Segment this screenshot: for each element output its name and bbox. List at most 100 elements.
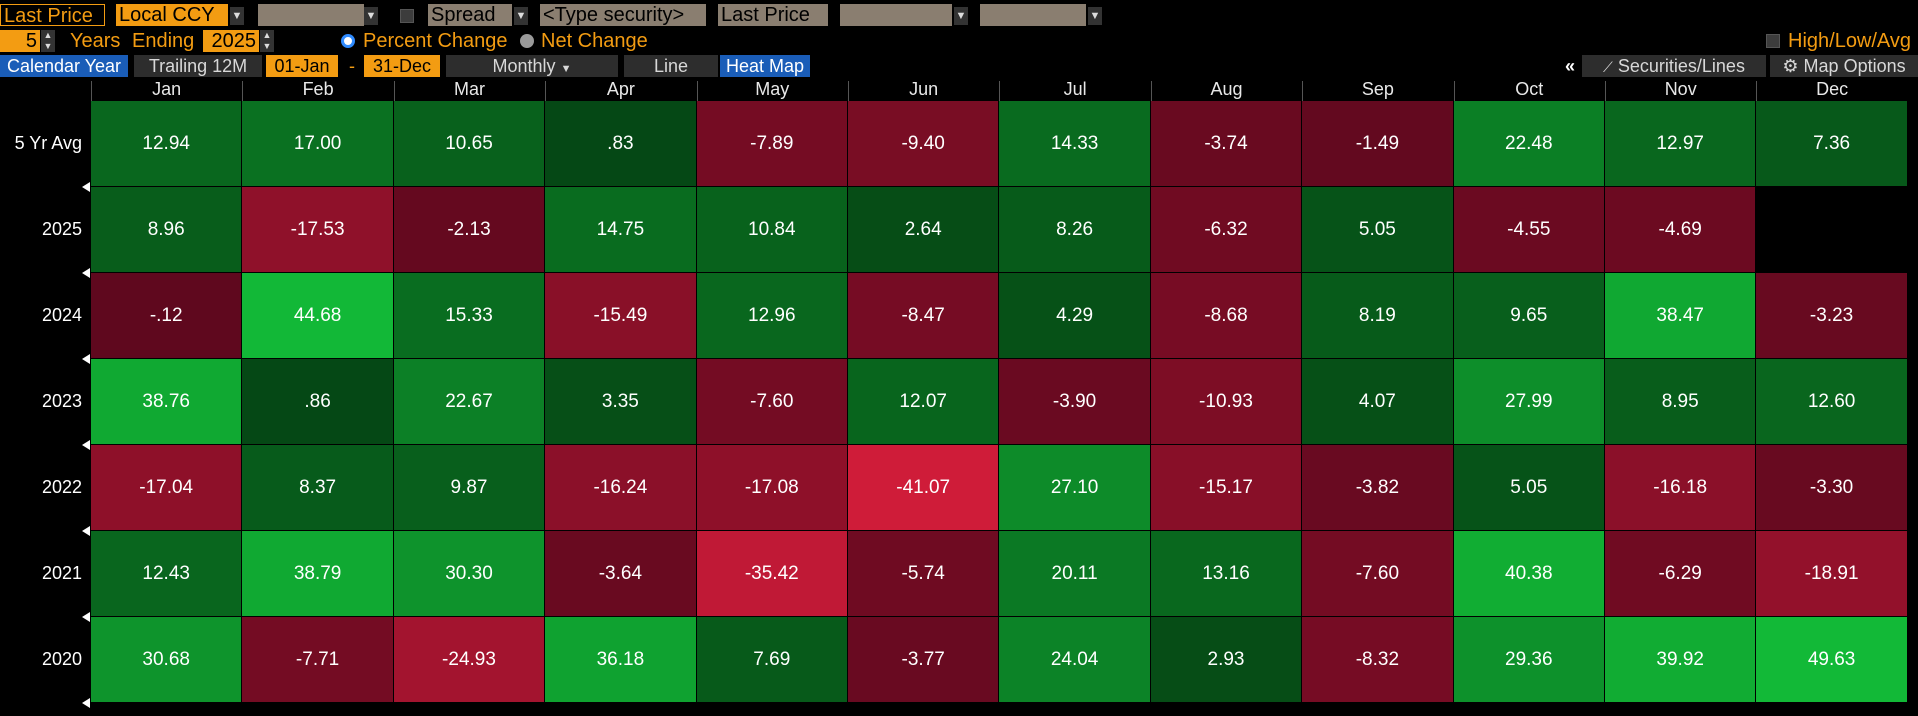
heat-cell[interactable]: -3.82 (1302, 445, 1454, 531)
ending-year-input[interactable]: 2025 (203, 30, 259, 52)
heat-cell[interactable]: 30.30 (393, 531, 546, 617)
net-change-label[interactable]: Net Change (541, 30, 648, 52)
heat-cell[interactable]: 38.79 (242, 531, 394, 617)
high-low-avg-label[interactable]: High/Low/Avg (1788, 30, 1912, 52)
heat-cell[interactable]: -2.13 (393, 187, 546, 273)
heat-cell[interactable]: 22.48 (1453, 101, 1605, 187)
heat-cell[interactable]: -3.64 (545, 531, 697, 617)
heat-cell[interactable]: 3.35 (545, 359, 697, 445)
heat-cell[interactable]: -4.69 (1605, 187, 1757, 273)
heat-cell[interactable]: -18.91 (1756, 531, 1908, 617)
heat-cell[interactable]: -3.74 (1150, 101, 1303, 187)
heat-cell[interactable] (1756, 187, 1908, 273)
heat-cell[interactable]: 8.37 (242, 445, 394, 531)
tab-line[interactable]: Line (624, 55, 718, 77)
comparison-dropdown-icon[interactable]: ▼ (364, 6, 378, 25)
heat-cell[interactable]: -17.04 (91, 445, 243, 531)
heat-cell[interactable]: -16.18 (1605, 445, 1757, 531)
heat-cell[interactable]: -7.71 (242, 617, 394, 703)
heat-cell[interactable]: -16.24 (545, 445, 697, 531)
heat-cell[interactable]: 24.04 (999, 617, 1151, 703)
secondary-dropdown-icon[interactable]: ▼ (954, 6, 968, 25)
years-stepper-icon[interactable]: ▲ ▼ (41, 30, 55, 52)
secondary-field[interactable] (840, 4, 952, 26)
heat-cell[interactable]: 10.84 (696, 187, 848, 273)
heat-cell[interactable]: -1.49 (1302, 101, 1454, 187)
heat-cell[interactable]: 2.93 (1150, 617, 1303, 703)
heat-cell[interactable]: -8.68 (1150, 273, 1303, 359)
heat-cell[interactable]: 14.33 (999, 101, 1151, 187)
heat-cell[interactable]: -15.49 (545, 273, 697, 359)
heat-cell[interactable]: -4.55 (1453, 187, 1605, 273)
heat-cell[interactable]: -3.77 (848, 617, 1000, 703)
heat-cell[interactable]: -7.60 (696, 359, 848, 445)
heat-cell[interactable]: 17.00 (242, 101, 394, 187)
high-low-avg-checkbox[interactable] (1766, 34, 1780, 48)
heat-cell[interactable]: -3.90 (999, 359, 1151, 445)
heat-cell[interactable]: 39.92 (1605, 617, 1757, 703)
heat-cell[interactable]: 15.33 (393, 273, 546, 359)
percent-change-radio[interactable] (341, 34, 355, 48)
spread-dropdown-icon[interactable]: ▼ (514, 6, 528, 25)
heat-cell[interactable]: 5.05 (1302, 187, 1454, 273)
heat-cell[interactable]: -41.07 (848, 445, 1000, 531)
heat-cell[interactable]: -3.30 (1756, 445, 1908, 531)
price-field-button[interactable]: Last Price (718, 4, 828, 26)
heat-cell[interactable]: 14.75 (545, 187, 697, 273)
heat-cell[interactable]: 22.67 (393, 359, 546, 445)
heat-cell[interactable]: 4.29 (999, 273, 1151, 359)
heat-cell[interactable]: 9.87 (393, 445, 546, 531)
map-options-button[interactable]: ⚙ Map Options (1770, 55, 1918, 77)
heat-cell[interactable]: -3.23 (1756, 273, 1908, 359)
comparison-field[interactable] (258, 4, 364, 26)
heat-cell[interactable]: 36.18 (545, 617, 697, 703)
heat-cell[interactable]: -17.53 (242, 187, 394, 273)
heat-cell[interactable]: 4.07 (1302, 359, 1454, 445)
heat-cell[interactable]: 13.16 (1150, 531, 1303, 617)
heat-cell[interactable]: 12.96 (696, 273, 848, 359)
heat-cell[interactable]: 10.65 (393, 101, 546, 187)
heat-cell[interactable]: -8.47 (848, 273, 1000, 359)
heat-cell[interactable]: -17.08 (696, 445, 848, 531)
securities-lines-button[interactable]: ⟋ Securities/Lines (1582, 55, 1766, 77)
currency-dropdown-icon[interactable]: ▼ (230, 6, 244, 25)
heat-cell[interactable]: -9.40 (848, 101, 1000, 187)
last-price-button[interactable]: Last Price (0, 4, 105, 27)
heat-cell[interactable]: 38.47 (1605, 273, 1757, 359)
heat-cell[interactable]: -6.32 (1150, 187, 1303, 273)
heat-cell[interactable]: 7.36 (1756, 101, 1908, 187)
heat-cell[interactable]: -7.60 (1302, 531, 1454, 617)
heat-cell[interactable]: 44.68 (242, 273, 394, 359)
heat-cell[interactable]: -8.32 (1302, 617, 1454, 703)
tab-calendar-year[interactable]: Calendar Year (0, 55, 128, 77)
heat-cell[interactable]: .86 (242, 359, 394, 445)
heat-cell[interactable]: -7.89 (696, 101, 848, 187)
heat-cell[interactable]: 8.26 (999, 187, 1151, 273)
security-input[interactable]: <Type security> (540, 4, 706, 26)
currency-select[interactable]: Local CCY (116, 4, 228, 26)
heat-cell[interactable]: 49.63 (1756, 617, 1908, 703)
heat-cell[interactable]: 30.68 (91, 617, 243, 703)
heat-cell[interactable]: .83 (545, 101, 697, 187)
heat-cell[interactable]: -15.17 (1150, 445, 1303, 531)
collapse-button[interactable]: « (1564, 56, 1575, 76)
heat-cell[interactable]: -10.93 (1150, 359, 1303, 445)
net-change-radio[interactable] (520, 34, 534, 48)
heat-cell[interactable]: 27.10 (999, 445, 1151, 531)
years-input[interactable]: 5 (0, 30, 40, 52)
heat-cell[interactable]: 12.94 (91, 101, 243, 187)
heat-cell[interactable]: 8.96 (91, 187, 243, 273)
heat-cell[interactable]: 8.19 (1302, 273, 1454, 359)
heat-cell[interactable]: 12.97 (1605, 101, 1757, 187)
tertiary-field[interactable] (980, 4, 1086, 26)
heat-cell[interactable]: 20.11 (999, 531, 1151, 617)
date-to-input[interactable]: 31-Dec (364, 55, 440, 77)
spread-button[interactable]: Spread (428, 4, 512, 26)
percent-change-label[interactable]: Percent Change (363, 30, 508, 52)
tab-heat-map[interactable]: Heat Map (720, 55, 810, 77)
heat-cell[interactable]: -5.74 (848, 531, 1000, 617)
heat-cell[interactable]: -24.93 (393, 617, 546, 703)
heat-cell[interactable]: 9.65 (1453, 273, 1605, 359)
tab-trailing-12m[interactable]: Trailing 12M (134, 55, 262, 77)
period-select[interactable]: Monthly ▼ (446, 55, 618, 77)
